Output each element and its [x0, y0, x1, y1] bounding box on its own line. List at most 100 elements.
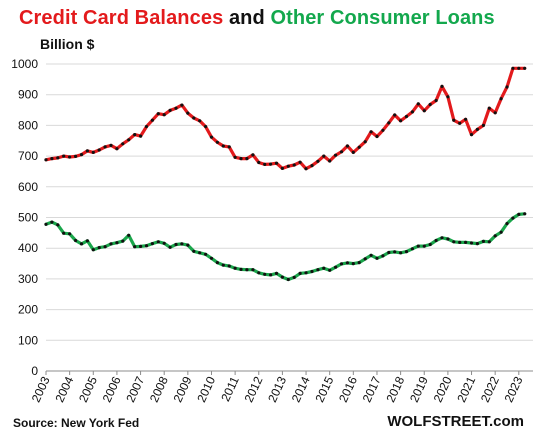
y-tick-label-100: 100: [18, 333, 38, 347]
title-and: and: [223, 7, 271, 29]
data-point-other-loans: [168, 245, 172, 249]
x-tick-label-2014: 2014: [289, 374, 313, 404]
y-tick-label-500: 500: [18, 211, 38, 225]
data-point-credit-card: [109, 143, 113, 147]
data-point-other-loans: [357, 261, 361, 265]
data-point-other-loans: [292, 275, 296, 279]
data-point-other-loans: [499, 230, 503, 234]
data-point-other-loans: [517, 212, 521, 216]
data-point-credit-card: [452, 118, 456, 122]
x-tick-label-2012: 2012: [242, 374, 266, 404]
data-point-credit-card: [162, 113, 166, 117]
data-point-other-loans: [469, 241, 474, 245]
data-point-other-loans: [127, 233, 131, 237]
y-tick-label-600: 600: [18, 180, 38, 194]
data-point-credit-card: [381, 128, 385, 132]
data-point-credit-card: [322, 154, 326, 158]
data-point-credit-card: [239, 157, 243, 161]
data-point-other-loans: [221, 263, 225, 267]
x-tick-label-2019: 2019: [407, 374, 431, 404]
data-point-other-loans: [233, 266, 237, 270]
data-point-credit-card: [91, 150, 95, 154]
data-point-credit-card: [168, 108, 172, 112]
data-point-credit-card: [127, 138, 131, 142]
data-point-credit-card: [487, 106, 491, 110]
data-point-other-loans: [464, 240, 468, 244]
data-point-other-loans: [192, 249, 196, 253]
x-tick-label-2022: 2022: [478, 374, 502, 404]
data-point-other-loans: [375, 256, 379, 260]
data-point-credit-card: [464, 117, 468, 121]
y-tick-label-400: 400: [18, 241, 38, 255]
x-tick-label-2020: 2020: [431, 374, 455, 404]
data-point-other-loans: [209, 256, 214, 260]
data-point-other-loans: [387, 250, 391, 255]
data-point-other-loans: [44, 222, 48, 226]
data-point-credit-card: [251, 153, 255, 157]
x-tick-label-2017: 2017: [360, 374, 384, 404]
data-point-credit-card: [505, 85, 509, 89]
y-tick-labels: 0 100 200 300 400 500 600 700 800 900 1000: [11, 57, 38, 378]
data-point-credit-card: [68, 155, 72, 159]
data-point-other-loans: [523, 212, 527, 216]
data-point-other-loans: [239, 267, 243, 271]
data-point-other-loans: [511, 216, 515, 220]
chart-title: Credit Card Balances and Other Consumer …: [19, 7, 495, 30]
data-point-other-loans: [150, 242, 154, 246]
data-point-credit-card: [339, 150, 344, 154]
data-point-credit-card: [404, 114, 409, 119]
data-point-other-loans: [286, 277, 290, 282]
data-point-credit-card: [375, 134, 379, 139]
data-point-credit-card: [233, 155, 237, 159]
data-point-other-loans: [280, 275, 284, 279]
data-point-other-loans: [62, 231, 66, 235]
data-point-credit-card: [79, 153, 84, 157]
data-point-other-loans: [393, 250, 397, 254]
data-point-credit-card: [174, 106, 178, 110]
data-point-other-loans: [339, 262, 344, 266]
data-point-credit-card: [221, 144, 225, 148]
x-tick-label-2008: 2008: [147, 374, 171, 404]
data-point-other-loans: [115, 241, 119, 245]
data-point-credit-card: [481, 123, 485, 127]
data-point-other-loans: [274, 271, 279, 275]
title-credit-card: Credit Card Balances: [19, 7, 224, 29]
data-point-credit-card: [227, 145, 231, 149]
data-point-other-loans: [74, 238, 78, 243]
x-tick-label-2010: 2010: [194, 374, 218, 404]
x-tick-label-2004: 2004: [52, 374, 76, 404]
data-point-credit-card: [263, 162, 267, 166]
data-point-credit-card: [144, 125, 149, 129]
data-point-other-loans: [97, 246, 101, 250]
data-point-other-loans: [79, 242, 84, 246]
data-point-other-loans: [304, 271, 308, 275]
data-point-other-loans: [434, 238, 438, 243]
data-point-credit-card: [215, 140, 219, 144]
data-point-credit-card: [499, 97, 503, 101]
data-point-other-loans: [133, 245, 137, 249]
data-point-other-loans: [475, 242, 479, 246]
data-point-other-loans: [399, 251, 403, 255]
data-point-other-loans: [351, 262, 355, 266]
x-tick-label-2016: 2016: [336, 374, 360, 404]
data-point-other-loans: [215, 261, 219, 265]
data-point-other-loans: [422, 244, 426, 248]
data-point-other-loans: [121, 239, 125, 243]
series-group: [44, 66, 527, 282]
data-point-credit-card: [56, 156, 60, 160]
data-point-credit-card: [85, 149, 89, 153]
data-point-credit-card: [192, 116, 196, 120]
title-other-loans: Other Consumer Loans: [270, 7, 495, 29]
data-point-other-loans: [298, 271, 302, 275]
data-point-other-loans: [440, 236, 444, 240]
data-point-other-loans: [50, 220, 54, 224]
data-point-credit-card: [428, 102, 432, 107]
data-point-other-loans: [493, 234, 497, 238]
data-point-credit-card: [198, 119, 202, 123]
data-point-credit-card: [304, 167, 308, 171]
data-point-credit-card: [156, 112, 160, 116]
data-point-other-loans: [139, 244, 143, 248]
data-point-credit-card: [523, 66, 527, 70]
series-line-other-loans: [44, 212, 527, 282]
x-tick-label-2018: 2018: [383, 374, 407, 404]
